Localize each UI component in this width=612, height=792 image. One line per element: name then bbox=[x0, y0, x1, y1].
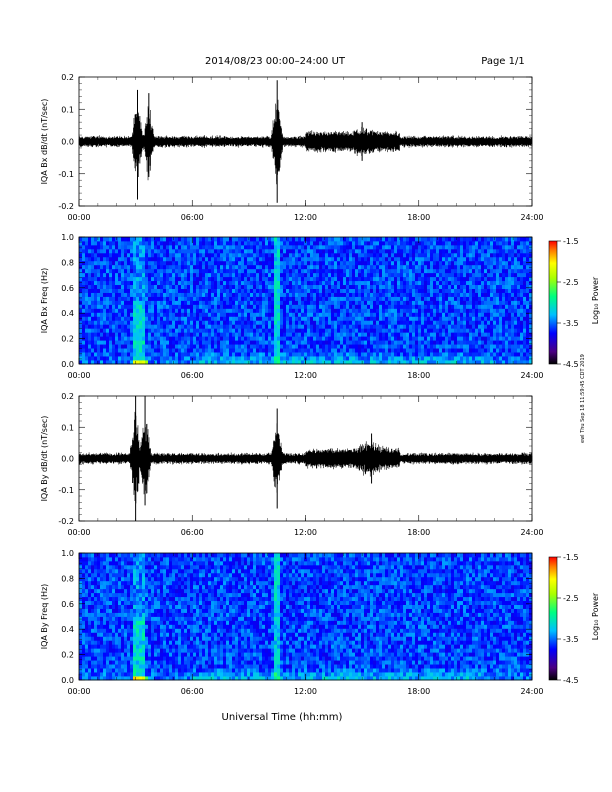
by-spectrogram-colorbar: -1.5 -2.5 -3.5 -4.5 Log₁₀ Power bbox=[548, 553, 600, 685]
bx-spectrogram-xtick-1: 06:00 bbox=[181, 371, 204, 380]
bx-waveform-ytick-3: 0.1 bbox=[61, 105, 74, 114]
bx-spectrogram-xtick-4: 24:00 bbox=[520, 371, 543, 380]
by-spectrogram-cbar-label: Log₁₀ Power bbox=[591, 592, 600, 640]
by-spectrogram-xtick-2: 12:00 bbox=[294, 687, 317, 696]
by-spectrogram-ytick-1: 0.2 bbox=[61, 651, 74, 660]
bx-waveform-xtick-3: 18:00 bbox=[407, 213, 430, 222]
bx-waveform-ylabel: IQA Bx dB/dt (nT/sec) bbox=[40, 99, 49, 185]
header-date-range: 2014/08/23 00:00–24:00 UT bbox=[205, 56, 346, 67]
bx-waveform-ytick-1: -0.1 bbox=[58, 170, 74, 179]
by-spectrogram-cbar-tick-2: -3.5 bbox=[563, 635, 579, 644]
by-waveform-ytick-0: -0.2 bbox=[58, 517, 74, 526]
by-spectrogram-ytick-0: 0.0 bbox=[61, 676, 74, 685]
bx-spectrogram-cells bbox=[79, 237, 533, 365]
by-waveform-xtick-1: 06:00 bbox=[181, 528, 204, 537]
by-waveform-ylabel: IQA By dB/dt (nT/sec) bbox=[40, 416, 49, 502]
bx-waveform-ytick-2: 0.0 bbox=[61, 138, 74, 147]
bx-waveform-xtick-4: 24:00 bbox=[520, 213, 543, 222]
by-spectrogram-xtick-0: 00:00 bbox=[67, 687, 90, 696]
bx-spectrogram-ytick-3: 0.6 bbox=[61, 284, 74, 293]
by-waveform-xtick-3: 18:00 bbox=[407, 528, 430, 537]
by-spectrogram-xtick-4: 24:00 bbox=[520, 687, 543, 696]
x-axis-label: Universal Time (hh:mm) bbox=[222, 712, 343, 723]
bx-spectrogram-ytick-0: 0.0 bbox=[61, 360, 74, 369]
bx-waveform-panel: -0.2 -0.1 0.0 0.1 0.2 00:00 06:00 12:00 18:00 24:… bbox=[40, 73, 544, 222]
bx-spectrogram-cbar-tick-0: -1.5 bbox=[563, 237, 579, 246]
bx-waveform-ytick-4: 0.2 bbox=[61, 73, 74, 82]
bx-waveform-trace bbox=[78, 97, 533, 185]
header-page: Page 1/1 bbox=[481, 56, 524, 67]
by-waveform-ytick-2: 0.0 bbox=[61, 455, 74, 464]
bx-spectrogram-xtick-3: 18:00 bbox=[407, 371, 430, 380]
bx-spectrogram-xtick-2: 12:00 bbox=[294, 371, 317, 380]
by-spectrogram-ytick-2: 0.4 bbox=[61, 625, 74, 634]
bx-spectrogram-cbar-tick-1: -2.5 bbox=[563, 278, 579, 287]
by-waveform-ytick-1: -0.1 bbox=[58, 486, 74, 495]
bx-spectrogram-cbar-tick-2: -3.5 bbox=[563, 319, 579, 328]
bx-spectrogram-cbar-tick-3: -4.5 bbox=[563, 360, 579, 369]
by-spectrogram-cbar-tick-0: -1.5 bbox=[563, 553, 579, 562]
bx-spectrogram-colorbar: -1.5 -2.5 -3.5 -4.5 Log₁₀ Power bbox=[548, 237, 600, 369]
by-waveform-ytick-4: 0.2 bbox=[61, 392, 74, 401]
by-spectrogram-xtick-3: 18:00 bbox=[407, 687, 430, 696]
by-spectrogram-ytick-3: 0.6 bbox=[61, 600, 74, 609]
panels: -0.2 -0.1 0.0 0.1 0.2 00:00 06:00 12:00 18:00 24:… bbox=[40, 73, 600, 696]
bx-spectrogram-cbar-label: Log₁₀ Power bbox=[591, 276, 600, 324]
bx-waveform-ytick-0: -0.2 bbox=[58, 202, 74, 211]
by-waveform-ytick-3: 0.1 bbox=[61, 423, 74, 432]
bx-waveform-xtick-2: 12:00 bbox=[294, 213, 317, 222]
bx-spectrogram-ytick-5: 1.0 bbox=[61, 233, 74, 242]
by-spectrogram-cbar-tick-3: -4.5 bbox=[563, 676, 579, 685]
bx-spectrogram-ytick-4: 0.8 bbox=[61, 258, 74, 267]
bx-waveform-xtick-1: 06:00 bbox=[181, 213, 204, 222]
bx-spectrogram-xtick-0: 00:00 bbox=[67, 371, 90, 380]
by-spectrogram-cbar-tick-1: -2.5 bbox=[563, 594, 579, 603]
bx-spectrogram-ytick-1: 0.2 bbox=[61, 335, 74, 344]
by-waveform-xtick-0: 00:00 bbox=[67, 528, 90, 537]
bx-waveform-xtick-0: 00:00 bbox=[67, 213, 90, 222]
bx-spectrogram-panel: -1.5 -2.5 -3.5 -4.5 Log₁₀ Power 0.0 0.2 0.4 0.6 0… bbox=[40, 233, 600, 380]
by-spectrogram-cells bbox=[79, 553, 533, 681]
bx-spectrogram-ytick-2: 0.4 bbox=[61, 309, 74, 318]
by-spectrogram-ytick-4: 0.8 bbox=[61, 574, 74, 583]
by-waveform-trace bbox=[78, 411, 533, 504]
by-spectrogram-xtick-1: 06:00 bbox=[181, 687, 204, 696]
side-stamp: ewl Thu Sep 18 11:59:45 CDT 2019 bbox=[580, 354, 586, 443]
bx-spectrogram-ylabel: IQA Bx Freq (Hz) bbox=[40, 268, 49, 334]
by-spectrogram-panel: -1.5 -2.5 -3.5 -4.5 Log₁₀ Power 0.0 0.2 0.4 0.6 0… bbox=[40, 549, 600, 696]
by-waveform-xtick-2: 12:00 bbox=[294, 528, 317, 537]
by-waveform-panel: -0.2 -0.1 0.0 0.1 0.2 00:00 06:00 12:00 18:00 24:… bbox=[40, 392, 544, 537]
by-waveform-xtick-4: 24:00 bbox=[520, 528, 543, 537]
by-spectrogram-ytick-5: 1.0 bbox=[61, 549, 74, 558]
by-spectrogram-ylabel: IQA By Freq (Hz) bbox=[40, 584, 49, 650]
